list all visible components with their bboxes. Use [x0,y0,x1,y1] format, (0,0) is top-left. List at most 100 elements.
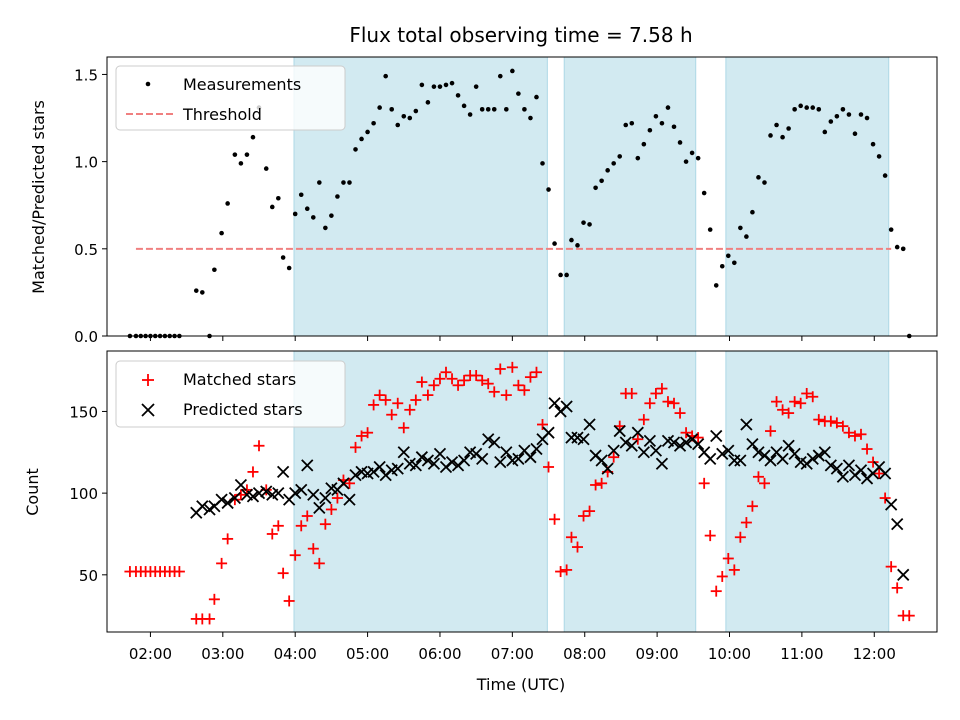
measurement-point [695,155,701,161]
measurement-point [587,222,592,227]
x-tick-label: 12:00 [853,645,896,663]
predicted-star-point [631,426,644,439]
matched-star-point [722,552,734,564]
predicted-star-point [512,452,525,465]
matched-star-point [216,557,228,569]
matched-star-point [771,396,783,408]
measurement-point [546,187,551,192]
matched-star-point [500,389,512,401]
predicted-star-point [601,462,614,475]
predicted-star-point [679,436,693,449]
matched-star-point [716,570,728,582]
bottom-x-ticks: 02:00 03:00 04:00 05:00 06:00 07:00 08:00 09:00… [129,632,896,663]
measurement-point [713,283,719,288]
bottom-y-tick-label: 50 [79,567,98,585]
measurement-point [516,91,521,96]
predicted-star-point [619,436,632,449]
measurement-point [292,211,298,217]
measurement-point [641,141,647,147]
predicted-star-point [337,477,350,490]
measurement-point [611,161,616,166]
measurement-point [707,227,713,232]
measurement-point [858,112,864,117]
measurement-point [431,84,437,89]
matched-star-point [783,407,795,419]
matched-star-point [662,396,674,408]
predicted-star-point [476,452,489,465]
measurement-point [269,204,275,210]
predicted-star-point [560,400,573,413]
predicted-star-point [524,451,537,464]
matched-star-point [807,391,819,403]
matched-star-point [331,492,343,504]
predicted-star-point [488,436,501,449]
matched-star-point [698,477,710,489]
matched-star-point [734,531,746,543]
matched-star-point [825,415,837,427]
measurement-point [665,105,671,110]
matched-star-point [549,513,561,525]
measurement-point [732,260,737,266]
measurement-point [413,108,419,114]
measurement-point [834,113,840,119]
measurement-point [750,209,755,215]
measurement-point [552,241,557,246]
measurement-point [419,82,425,88]
matched-star-point [307,543,319,555]
predicted-star-point [276,465,290,479]
predicted-star-point [643,434,657,447]
predicted-star-point [716,447,729,461]
matched-star-point [325,503,337,515]
matched-star-point [584,505,596,517]
predicted-star-point [433,447,447,461]
measurement-point [263,166,269,171]
x-tick-label: 06:00 [418,645,461,663]
matched-star-point [343,477,355,489]
matched-star-point [668,397,680,409]
predicted-star-point [215,493,228,506]
measurement-point [558,272,563,278]
matched-star-point [674,407,686,419]
matched-star-point [565,531,577,543]
measurement-point [677,140,683,145]
matched-star-point [571,541,583,553]
predicted-star-point [343,493,356,506]
measurement-point [232,152,238,157]
matched-star-point [470,370,482,382]
matched-star-point [656,383,668,395]
matched-star-point [704,530,716,542]
measurement-point [623,122,629,128]
predicted-star-point [891,518,904,531]
matched-star-point [861,443,873,455]
top-y-tick-label: 0.0 [74,328,98,346]
predicted-star-point [252,486,266,500]
measurement-point [581,220,586,225]
measurement-point [286,265,292,271]
measurement-point [683,159,689,164]
legend-predicted-marker [141,403,155,417]
legend-matched-marker [142,374,154,386]
measurement-point [864,115,870,121]
measurement-point [479,107,485,112]
measurement-point [840,107,846,112]
predicted-star-point [319,491,332,505]
legend-measurements-marker [145,81,151,87]
measurement-point [335,194,340,199]
top-shaded-intervals [293,56,890,337]
matched-star-point [537,419,549,431]
matched-star-point [362,427,374,439]
predicted-star-point [542,426,555,439]
measurement-point [828,119,834,124]
matched-star-point [253,440,265,452]
matched-star-point [313,557,325,569]
matched-star-point [740,517,752,529]
measurement-point [689,150,695,156]
predicted-star-point [577,433,590,446]
top-y-axis-label: Matched/Predicted stars [29,100,48,294]
matched-star-point [422,389,434,401]
predicted-star-point [655,457,669,470]
bottom-y-tick-label: 100 [69,485,98,503]
matched-star-point [398,422,410,434]
matched-star-point [204,613,216,625]
measurement-point [647,127,653,133]
